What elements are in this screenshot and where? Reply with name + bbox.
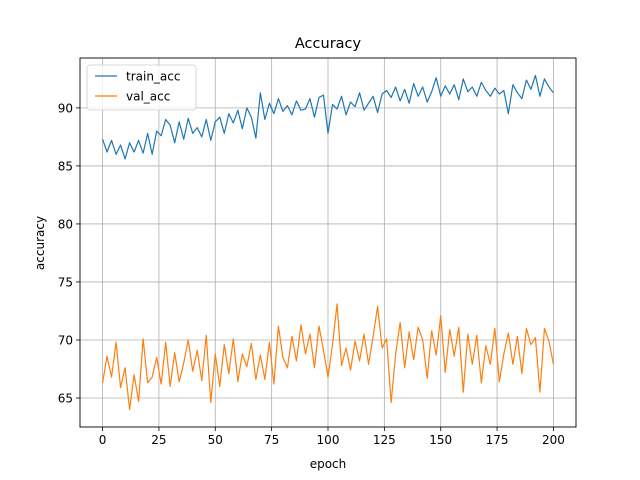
y-tick-label: 90 <box>58 101 73 115</box>
x-tick-label: 150 <box>429 433 452 447</box>
x-tick-label: 25 <box>151 433 166 447</box>
x-axis-label: epoch <box>310 457 347 471</box>
x-tick-label: 200 <box>542 433 565 447</box>
train_acc-line <box>101 74 554 160</box>
y-axis-label: accuracy <box>33 216 47 270</box>
legend: train_acc val_acc <box>86 64 197 111</box>
val_acc-line <box>101 303 555 411</box>
y-tick-label: 65 <box>58 391 73 405</box>
y-tick-label: 75 <box>58 275 73 289</box>
legend-label-train_acc: train_acc <box>126 70 180 84</box>
chart-title: Accuracy <box>295 36 362 52</box>
x-tick-label: 100 <box>317 433 340 447</box>
x-tick-label: 50 <box>208 433 223 447</box>
legend-label-val_acc: val_acc <box>126 90 170 104</box>
x-tick-label: 75 <box>264 433 279 447</box>
y-tick-label: 80 <box>58 217 73 231</box>
series-lines <box>101 74 555 411</box>
y-tick-label: 70 <box>58 333 73 347</box>
axis-ticks: 0 25 50 75 100 125 150 175 200 65 70 75 80 85 90 <box>58 101 565 447</box>
x-tick-label: 175 <box>486 433 509 447</box>
x-tick-label: 0 <box>99 433 107 447</box>
x-tick-label: 125 <box>373 433 396 447</box>
y-tick-label: 85 <box>58 159 73 173</box>
